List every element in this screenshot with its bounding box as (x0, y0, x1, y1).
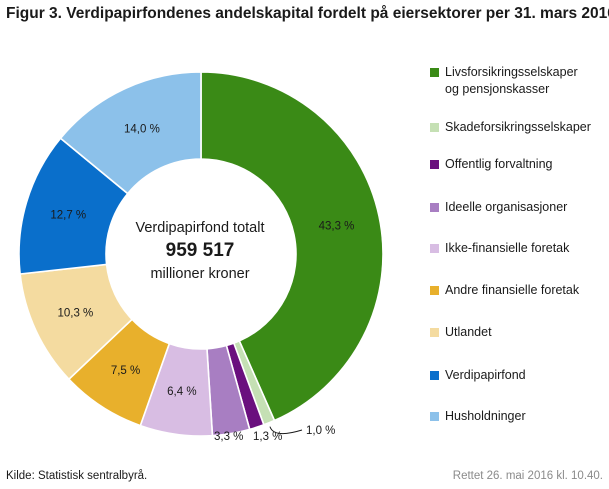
center-label-line3: millioner kroner (150, 266, 249, 282)
slice-value-label-ideelle-organisasjoner: 3,3 % (214, 431, 243, 443)
revision-note: Rettet 26. mai 2016 kl. 10.40. (452, 470, 603, 482)
legend-swatch (430, 328, 439, 337)
legend-swatch (430, 371, 439, 380)
donut-slices (18, 71, 384, 437)
legend-swatch (430, 203, 439, 212)
legend-item-verdipapirfond: Verdipapirfond (430, 367, 609, 384)
source-note: Kilde: Statistisk sentralbyrå. (6, 470, 148, 482)
legend-item-offentlig-forvaltning: Offentlig forvaltning (430, 156, 609, 173)
slice-value-label-skadeforsikringsselskaper: 1,0 % (306, 425, 335, 437)
legend-swatch (430, 244, 439, 253)
slice-value-label-husholdninger: 14,0 % (124, 124, 160, 136)
legend-label: Husholdninger (445, 409, 526, 423)
center-label-line1: Verdipapirfond totalt (136, 220, 265, 236)
slice-value-label-andre-finansielle-foretak: 7,5 % (111, 365, 140, 377)
chart-title: Figur 3. Verdipapirfondenes andelskapita… (6, 5, 609, 22)
legend-label: Livsforsikringsselskaper og pensjonskass… (445, 65, 578, 96)
center-total-value: 959 517 (166, 240, 235, 261)
legend-item-utlandet: Utlandet (430, 324, 609, 341)
leader-lines (269, 426, 303, 435)
legend-label: Skadeforsikringsselskaper (445, 120, 591, 134)
slice-value-label-livsforsikringsselskaper-og-pensjonskasser: 43,3 % (319, 220, 355, 232)
legend-swatch (430, 68, 439, 77)
legend-label: Ikke-finansielle foretak (445, 241, 570, 255)
slice-value-label-ikke-finansielle-foretak: 6,4 % (167, 386, 196, 398)
legend-item-ikke-finansielle-foretak: Ikke-finansielle foretak (430, 240, 609, 257)
legend-item-husholdninger: Husholdninger (430, 408, 609, 425)
legend-label: Ideelle organisasjoner (445, 200, 568, 214)
legend-label: Andre finansielle foretak (445, 283, 580, 297)
slice-husholdninger (59, 71, 202, 195)
slice-value-label-utlandet: 10,3 % (57, 307, 93, 319)
legend-label: Verdipapirfond (445, 368, 526, 382)
slice-livsforsikringsselskaper-og-pensjonskasser (200, 71, 384, 422)
slice-labels: 43,3 % 1,0 % 1,3 % 3,3 % 6,4 % 7,5 % 10,3 % 12,… (50, 124, 354, 443)
legend-item-ideelle-organisasjoner: Ideelle organisasjoner (430, 199, 609, 216)
legend-swatch (430, 412, 439, 421)
leader-line-skadeforsikringsselskaper (269, 426, 303, 435)
legend-item-andre-finansielle-foretak: Andre finansielle foretak (430, 282, 609, 299)
legend-item-skadeforsikringsselskaper: Skadeforsikringsselskaper (430, 119, 609, 136)
slice-value-label-verdipapirfond: 12,7 % (50, 209, 86, 221)
legend-swatch (430, 286, 439, 295)
legend-label: Offentlig forvaltning (445, 157, 553, 171)
slice-value-label-offentlig-forvaltning: 1,3 % (253, 431, 282, 443)
legend-label: Utlandet (445, 325, 492, 339)
legend-item-livsforsikringsselskaper-og-pensjonskasser: Livsforsikringsselskaper og pensjonskass… (430, 64, 595, 98)
legend-swatch (430, 160, 439, 169)
legend-swatch (430, 123, 439, 132)
